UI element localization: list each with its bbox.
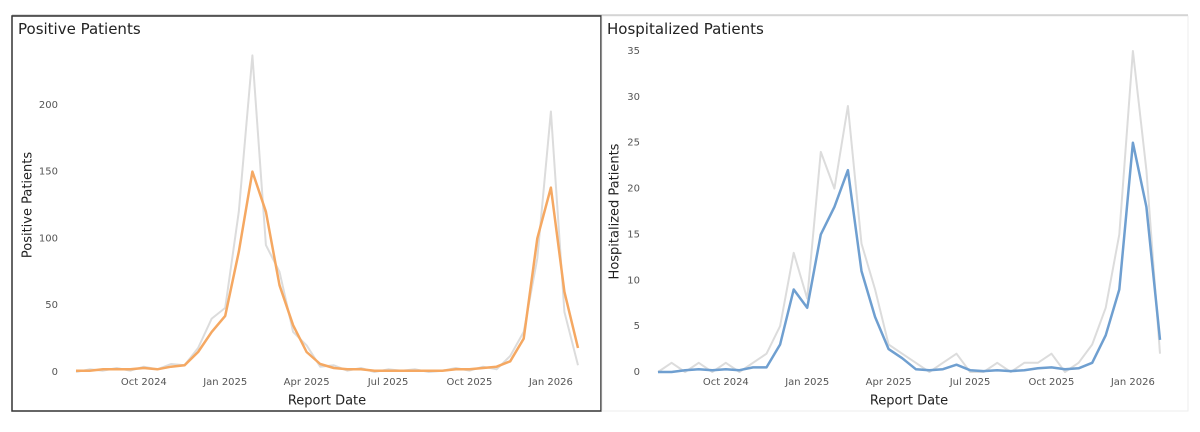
y-tick-label: 0: [634, 367, 640, 378]
y-tick-label: 35: [627, 46, 640, 57]
raw-line: [657, 50, 1161, 373]
y-tick-label: 200: [39, 100, 58, 111]
y-tick-label: 50: [45, 300, 58, 311]
panel-border: [11, 15, 602, 412]
x-tick-label: Apr 2025: [866, 377, 912, 388]
y-axis-title: Positive Patients: [21, 152, 36, 259]
x-tick-label: Jul 2025: [949, 377, 991, 388]
x-tick-label: Oct 2024: [703, 377, 749, 388]
y-axis-title: Hospitalized Patients: [608, 143, 623, 279]
y-tick-label: 150: [39, 167, 58, 178]
y-tick-label: 25: [627, 138, 640, 149]
x-tick-label: Jan 2026: [528, 377, 573, 388]
raw-line: [75, 54, 579, 373]
x-tick-label: Oct 2024: [121, 377, 167, 388]
x-tick-label: Jul 2025: [367, 377, 409, 388]
x-axis-title: Report Date: [870, 394, 948, 409]
x-tick-label: Jan 2025: [784, 377, 829, 388]
y-tick-label: 15: [627, 229, 640, 240]
y-tick-label: 100: [39, 233, 58, 244]
y-tick-label: 5: [634, 321, 640, 332]
x-tick-label: Jan 2026: [1110, 377, 1155, 388]
y-tick-label: 10: [627, 275, 640, 286]
x-tick-label: Oct 2025: [1028, 377, 1074, 388]
x-tick-label: Jan 2025: [202, 377, 247, 388]
y-tick-label: 30: [627, 92, 640, 103]
smoothed-line: [76, 170, 580, 372]
x-tick-label: Oct 2025: [446, 377, 492, 388]
chart-title: Positive Patients: [18, 20, 141, 38]
x-axis-title: Report Date: [288, 394, 366, 409]
x-tick-label: Apr 2025: [284, 377, 330, 388]
panel-border: [601, 15, 1189, 412]
y-tick-label: 20: [627, 184, 640, 195]
chart-title: Hospitalized Patients: [607, 20, 764, 38]
y-tick-label: 0: [52, 367, 58, 378]
smoothed-line: [658, 141, 1162, 374]
